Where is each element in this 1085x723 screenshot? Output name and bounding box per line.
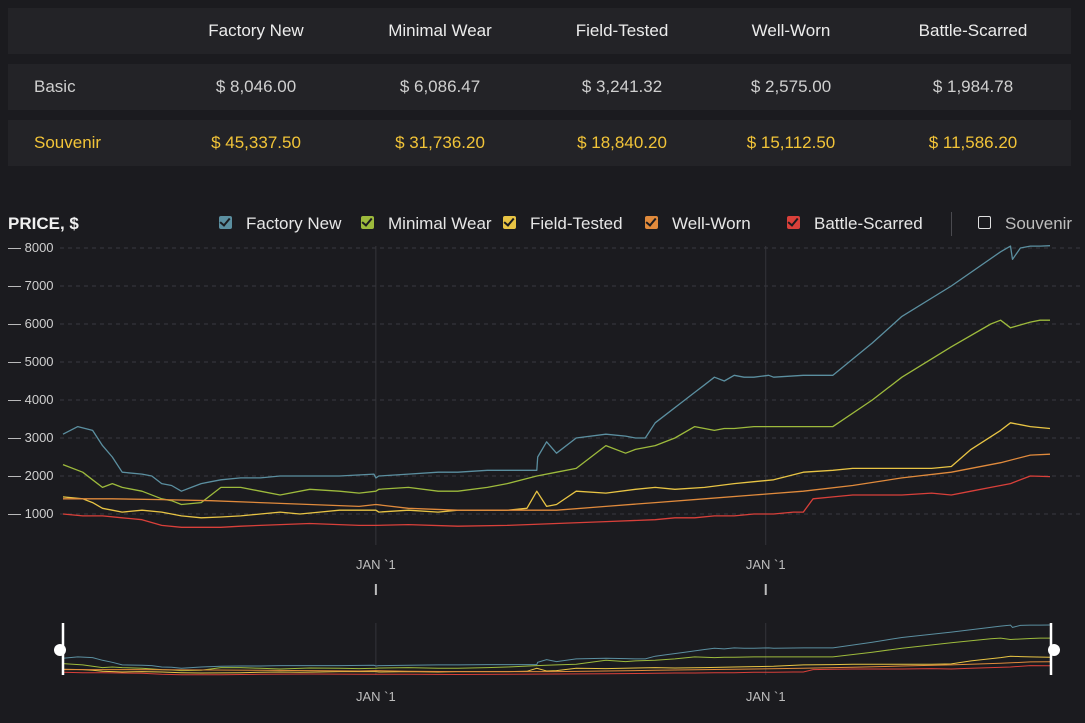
navigator-x-ticks: JAN `1 JAN `1 <box>356 689 786 704</box>
chart-series <box>62 245 1051 528</box>
col-header-well-worn: Well-Worn <box>751 21 831 40</box>
series-line-field-tested <box>62 422 1051 519</box>
legend-checkbox-field-tested[interactable] <box>503 215 516 229</box>
nav-series-line-battle-scarred <box>62 665 1051 676</box>
price-cell: $ 18,840.20 <box>577 133 667 152</box>
x-axis-ticks: JAN `1 JAN `1 <box>356 557 786 595</box>
y-tick-label: — 8000 <box>8 240 54 255</box>
y-axis-label: PRICE, $ <box>8 214 79 233</box>
price-cell: $ 8,046.00 <box>215 77 297 96</box>
range-grip-right[interactable] <box>1048 644 1060 656</box>
legend-checkbox-well-worn[interactable] <box>645 215 658 229</box>
price-cell: $ 6,086.47 <box>399 77 481 96</box>
price-line-chart: — 1000 — 2000 — 3000 — 4000 — 5000 — 6000 — 70… <box>8 240 1080 595</box>
nav-series-line-factory-new <box>62 624 1051 669</box>
y-tick-label: — 2000 <box>8 468 54 483</box>
range-navigator[interactable]: JAN `1 JAN `1 <box>0 615 1085 715</box>
y-tick-label: — 7000 <box>8 278 54 293</box>
price-table: Factory New Minimal Wear Field-Tested We… <box>8 8 1071 176</box>
chart-header: PRICE, $ Factory New Minimal Wear Field-… <box>0 208 1085 240</box>
y-tick-label: — 1000 <box>8 506 54 521</box>
legend-checkbox-factory-new[interactable] <box>219 215 232 229</box>
col-header-field-tested: Field-Tested <box>575 21 669 40</box>
nav-x-tick-label: JAN `1 <box>356 689 396 704</box>
series-line-battle-scarred <box>62 475 1051 528</box>
y-tick-label: — 4000 <box>8 392 54 407</box>
price-cell: $ 11,586.20 <box>928 133 1018 152</box>
price-cell: $ 31,736.20 <box>395 133 485 152</box>
y-tick-label: — 5000 <box>8 354 54 369</box>
series-line-minimal-wear <box>62 319 1050 506</box>
legend-checkbox-minimal-wear[interactable] <box>361 215 374 229</box>
col-header-minimal-wear: Minimal Wear <box>388 21 492 40</box>
col-header-battle-scarred: Battle-Scarred <box>918 21 1028 40</box>
price-cell: $ 45,337.50 <box>211 133 301 152</box>
nav-x-tick-label: JAN `1 <box>746 689 786 704</box>
y-axis-ticks: — 1000 — 2000 — 3000 — 4000 — 5000 — 6000 — 70… <box>8 240 54 521</box>
legend-checkbox-battle-scarred[interactable] <box>787 215 800 229</box>
series-line-well-worn <box>63 453 1051 511</box>
legend-label: Battle-Scarred <box>814 214 923 233</box>
col-header-factory-new: Factory New <box>208 21 304 40</box>
range-grip-left[interactable] <box>54 644 66 656</box>
price-cell: $ 1,984.78 <box>932 77 1014 96</box>
legend-label: Factory New <box>246 214 342 233</box>
nav-series-line-well-worn <box>63 661 1051 673</box>
legend-divider <box>951 212 952 236</box>
x-tick-label: JAN `1 <box>746 557 786 572</box>
series-line-factory-new <box>62 245 1051 492</box>
legend-label: Well-Worn <box>672 214 751 233</box>
y-tick-label: — 6000 <box>8 316 54 331</box>
navigator-series <box>62 624 1051 676</box>
chart-grid <box>60 246 1080 545</box>
price-cell: $ 2,575.00 <box>750 77 832 96</box>
price-cell: $ 3,241.32 <box>581 77 663 96</box>
price-cell: $ 15,112.50 <box>746 133 836 152</box>
row-label-basic: Basic <box>34 77 76 96</box>
navigator-handles[interactable] <box>54 623 1060 675</box>
table-header-row: Factory New Minimal Wear Field-Tested We… <box>8 8 1071 54</box>
legend-label: Souvenir <box>1005 214 1073 233</box>
x-tick-label: JAN `1 <box>356 557 396 572</box>
row-label-souvenir: Souvenir <box>34 133 102 152</box>
legend-label: Field-Tested <box>530 214 623 233</box>
legend-label: Minimal Wear <box>388 214 492 233</box>
table-row-souvenir: Souvenir $ 45,337.50 $ 31,736.20 $ 18,84… <box>8 120 1071 166</box>
legend-checkbox-souvenir[interactable] <box>978 216 991 229</box>
table-row-basic: Basic $ 8,046.00 $ 6,086.47 $ 3,241.32 $… <box>8 64 1071 110</box>
y-tick-label: — 3000 <box>8 430 54 445</box>
